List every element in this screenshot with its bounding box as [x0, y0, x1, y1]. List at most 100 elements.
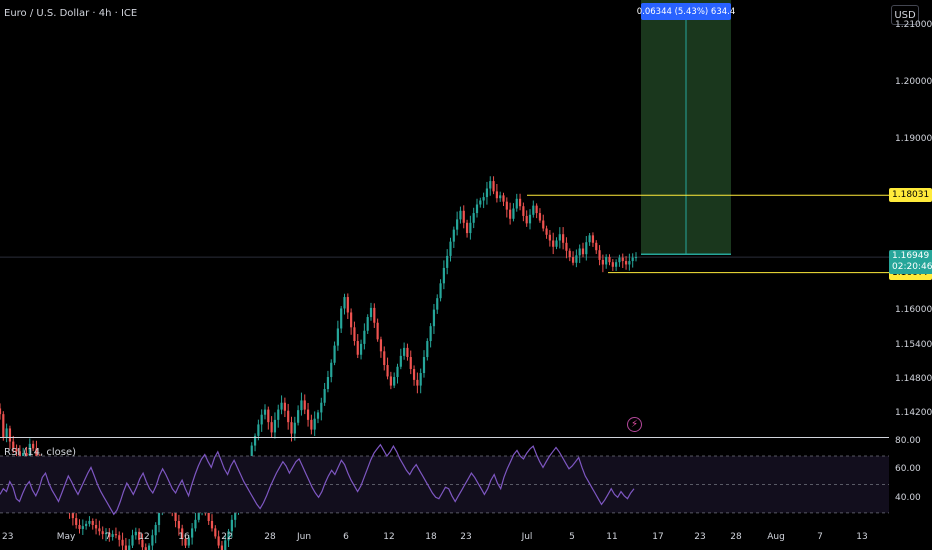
candle-body: [290, 422, 293, 434]
candle-body: [270, 422, 273, 433]
candle-body: [571, 257, 575, 263]
rsi-indicator-label[interactable]: RSI (14, close): [4, 447, 77, 458]
time-tick: Jul: [521, 532, 533, 542]
time-tick: 6: [343, 532, 349, 542]
time-tick: 28: [264, 532, 276, 542]
candle-body: [326, 377, 330, 390]
candle-body: [462, 210, 465, 223]
candle-body: [406, 347, 409, 358]
candle-body: [558, 234, 561, 241]
price-tick: 1.19000: [895, 133, 932, 144]
candle-body: [475, 204, 479, 214]
candle-body: [5, 428, 8, 437]
candle-body: [104, 532, 108, 535]
candle-body: [628, 261, 631, 265]
time-tick: 28: [730, 532, 742, 542]
horizontal-levels[interactable]: [0, 194, 889, 274]
candle-body: [343, 297, 346, 309]
candle-body: [482, 197, 485, 201]
candle-body: [439, 283, 442, 299]
candle-body: [615, 262, 618, 267]
candle-body: [492, 181, 495, 192]
candle-body: [15, 448, 18, 452]
candle-body: [131, 535, 134, 546]
candle-body: [535, 205, 538, 214]
measure-readout: 0.06344 (5.43%) 634.4: [637, 3, 735, 20]
candle-body: [611, 262, 614, 267]
candle-body: [446, 255, 449, 268]
candle-body: [114, 534, 118, 536]
candle-body: [528, 214, 532, 224]
candle-body: [181, 528, 184, 539]
candle-body: [512, 208, 515, 219]
candle-body: [28, 443, 31, 462]
candle-body: [214, 528, 217, 537]
candle-body: [316, 412, 320, 419]
candle-body: [340, 308, 343, 329]
price-tick: 1.16000: [895, 305, 932, 316]
candle-body: [310, 419, 313, 430]
candle-body: [545, 228, 548, 235]
candle-body: [522, 206, 525, 216]
price-tick: 1.20000: [895, 76, 932, 87]
candle-body: [409, 357, 412, 370]
time-tick: 11: [606, 532, 618, 542]
candle-body: [297, 410, 300, 423]
candle-body: [194, 519, 197, 529]
candle-body: [197, 510, 200, 520]
candle-body: [429, 326, 432, 342]
candle-body: [505, 201, 508, 210]
candle-body: [283, 402, 286, 411]
candle-body: [323, 389, 326, 403]
candle-body: [2, 414, 5, 437]
candle-body: [320, 402, 323, 413]
candle-body: [151, 535, 154, 546]
candle-body: [369, 307, 373, 318]
candle-body: [608, 257, 611, 263]
candle-body: [191, 528, 194, 538]
candle-body: [538, 213, 542, 221]
candle-body: [306, 409, 310, 420]
candle-body: [598, 250, 601, 260]
rsi-tick: 40.00: [895, 492, 921, 503]
candle-body: [393, 377, 396, 386]
candle-body: [184, 538, 187, 546]
time-tick: 23: [2, 532, 14, 542]
candle-body: [555, 240, 558, 247]
candle-body: [495, 191, 498, 199]
candle-body: [250, 445, 253, 463]
time-tick: 7: [105, 532, 111, 542]
candle-body: [138, 531, 141, 540]
candle-body: [532, 205, 535, 215]
candle-body: [210, 520, 214, 529]
candle-body: [121, 539, 124, 546]
rsi-tick: 80.00: [895, 435, 921, 446]
measure-zone[interactable]: [641, 0, 731, 255]
candle-body: [263, 409, 267, 415]
price-tick: 1.14800: [895, 373, 932, 384]
candle-body: [124, 545, 127, 550]
candle-body: [32, 443, 35, 449]
time-tick: 17: [652, 532, 664, 542]
candle-body: [287, 410, 290, 423]
candle-body: [253, 435, 257, 446]
candlestick-series: [0, 176, 638, 550]
currency-button[interactable]: USD: [891, 5, 919, 25]
candle-body: [75, 518, 78, 525]
candle-body: [257, 424, 260, 436]
candle-body: [515, 198, 518, 209]
flash-icon[interactable]: ⚡: [627, 417, 642, 432]
time-tick: 22: [221, 532, 233, 542]
candle-body: [267, 409, 270, 423]
candle-body: [449, 241, 452, 256]
candle-body: [595, 242, 598, 251]
candle-body: [353, 327, 356, 342]
time-tick: 5: [569, 532, 575, 542]
symbol-title[interactable]: Euro / U.S. Dollar · 4h · ICE: [4, 8, 138, 19]
candle-body: [465, 222, 469, 234]
candle-body: [436, 298, 439, 310]
candle-body: [379, 339, 383, 352]
candle-body: [509, 209, 512, 219]
time-tick: 12: [383, 532, 395, 542]
